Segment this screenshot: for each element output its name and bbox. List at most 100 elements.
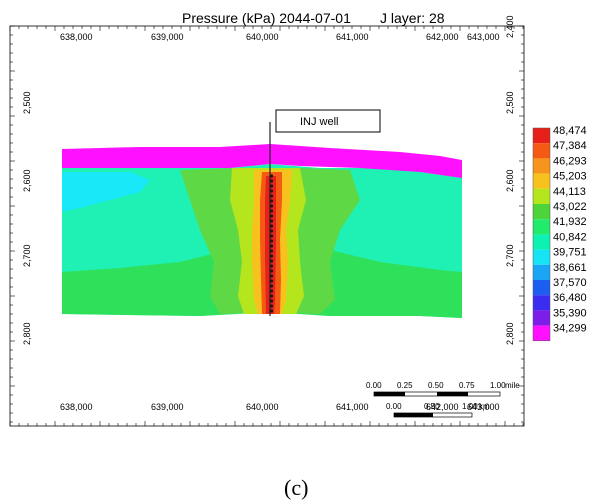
y-tick-left: 2,600	[22, 169, 32, 192]
legend-swatch	[533, 295, 550, 311]
field-magenta-cap	[62, 144, 462, 178]
scale-km-unit: km	[479, 402, 490, 411]
perforation-dot	[269, 244, 274, 248]
perforation-dot	[269, 299, 274, 303]
legend-swatch	[533, 143, 550, 159]
legend-label: 48,474	[553, 125, 587, 137]
scale-km-tick: 0.50	[424, 402, 440, 411]
x-tick-bottom: 642,000	[426, 402, 459, 412]
x-tick-bottom: 638,000	[60, 402, 93, 412]
legend-swatch	[533, 280, 550, 296]
x-tick-top: 643,000	[467, 32, 500, 42]
legend-label: 41,932	[553, 216, 587, 228]
y-tick-right: 2,700	[505, 244, 515, 267]
well-label: INJ well	[300, 116, 339, 128]
legend-label: 43,022	[553, 201, 587, 213]
perforation-dot	[269, 284, 274, 288]
perforation-dot	[269, 224, 274, 228]
legend-label: 45,203	[553, 171, 587, 183]
scale-bar: 0.00 0.25 0.50 0.75 1.00 mile 0.00 0.50 …	[366, 381, 520, 418]
perforation-dot	[269, 209, 274, 213]
legend-swatch	[533, 158, 550, 174]
perforation-dot	[269, 214, 274, 218]
perforation-dot	[269, 259, 274, 263]
y-tick-right: 2,400	[505, 15, 515, 38]
legend-label: 44,113	[553, 186, 586, 198]
well-perforations	[269, 174, 274, 313]
perforation-dot	[269, 269, 274, 273]
y-tick-left: 2,500	[22, 91, 32, 114]
perforation-dot	[269, 309, 274, 313]
x-tick-top: 638,000	[60, 32, 93, 42]
perforation-dot	[269, 219, 274, 223]
scale-mile-tick: 0.25	[397, 381, 413, 390]
perforation-dot	[269, 274, 274, 278]
legend-swatch	[533, 234, 550, 250]
y-tick-right: 2,600	[505, 169, 515, 192]
legend-swatch	[533, 173, 550, 189]
y-tick-left: 2,800	[22, 322, 32, 345]
scale-mile-tick: 0.75	[459, 381, 475, 390]
pressure-field	[62, 144, 462, 318]
legend-label: 47,384	[553, 140, 587, 152]
perforation-dot	[269, 294, 274, 298]
x-tick-bottom: 641,000	[336, 402, 369, 412]
x-tick-top: 640,000	[246, 32, 279, 42]
y-tick-right: 2,800	[505, 322, 515, 345]
legend-swatch	[533, 249, 550, 265]
scale-mile-tick: 0.00	[366, 381, 382, 390]
plot-title: Pressure (kPa) 2044-07-01	[182, 10, 351, 26]
x-tick-top: 642,000	[426, 32, 459, 42]
x-tick-bottom: 640,000	[246, 402, 279, 412]
legend-label: 37,570	[553, 277, 587, 289]
field-cyan-left	[62, 172, 150, 212]
color-legend: 48,474 47,384 46,293 45,203 44,113 43,022 41,9…	[532, 125, 587, 342]
legend-label: 36,480	[553, 292, 587, 304]
perforation-dot	[269, 189, 274, 193]
perforation-dot	[269, 279, 274, 283]
perforation-dot	[269, 179, 274, 183]
perforation-dot	[269, 184, 274, 188]
perforation-dot	[269, 174, 274, 178]
perforation-dot	[269, 234, 274, 238]
legend-label: 46,293	[553, 155, 587, 167]
x-tick-top: 639,000	[151, 32, 184, 42]
perforation-dot	[269, 204, 274, 208]
injection-well	[269, 122, 274, 316]
legend-label: 34,299	[553, 323, 587, 335]
legend-swatch	[533, 325, 550, 341]
well-label-box: INJ well	[275, 109, 381, 133]
figure-caption: (c)	[284, 475, 308, 500]
perforation-dot	[269, 289, 274, 293]
y-tick-left: 2,700	[22, 244, 32, 267]
scale-mile-tick: 0.50	[428, 381, 444, 390]
scale-mile-tick: 1.00	[490, 381, 506, 390]
legend-swatch	[533, 310, 550, 326]
x-axis-top: 638,000 639,000 640,000 641,000 642,000 …	[60, 32, 500, 42]
x-tick-bottom: 639,000	[151, 402, 184, 412]
legend-swatch	[533, 128, 550, 144]
perforation-dot	[269, 199, 274, 203]
scale-km-tick: 0.00	[386, 402, 402, 411]
scale-mile-unit: mile	[505, 381, 520, 390]
layer-label: J layer: 28	[380, 10, 445, 26]
legend-swatch	[533, 188, 550, 204]
perforation-dot	[269, 304, 274, 308]
perforation-dot	[269, 229, 274, 233]
y-tick-right: 2,500	[505, 91, 515, 114]
legend-label: 35,390	[553, 307, 587, 319]
legend-swatch	[533, 204, 550, 220]
legend-frame	[532, 127, 551, 342]
legend-label: 40,842	[553, 231, 587, 243]
legend-swatch	[533, 219, 550, 235]
legend-label: 38,661	[553, 262, 587, 274]
perforation-dot	[269, 254, 274, 258]
y-axis-right: 2,400 2,500 2,600 2,700 2,800	[505, 15, 515, 345]
x-axis-bottom: 638,000 639,000 640,000 641,000 642,000 …	[60, 402, 500, 412]
perforation-dot	[269, 239, 274, 243]
perforation-dot	[269, 264, 274, 268]
legend-swatch	[533, 264, 550, 280]
scale-km-tick: 1.00	[462, 402, 478, 411]
legend-label: 39,751	[553, 247, 587, 259]
